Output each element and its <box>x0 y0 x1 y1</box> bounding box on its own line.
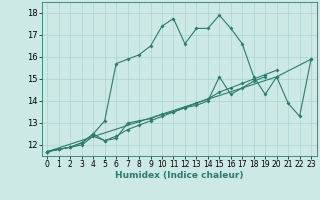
X-axis label: Humidex (Indice chaleur): Humidex (Indice chaleur) <box>115 171 244 180</box>
